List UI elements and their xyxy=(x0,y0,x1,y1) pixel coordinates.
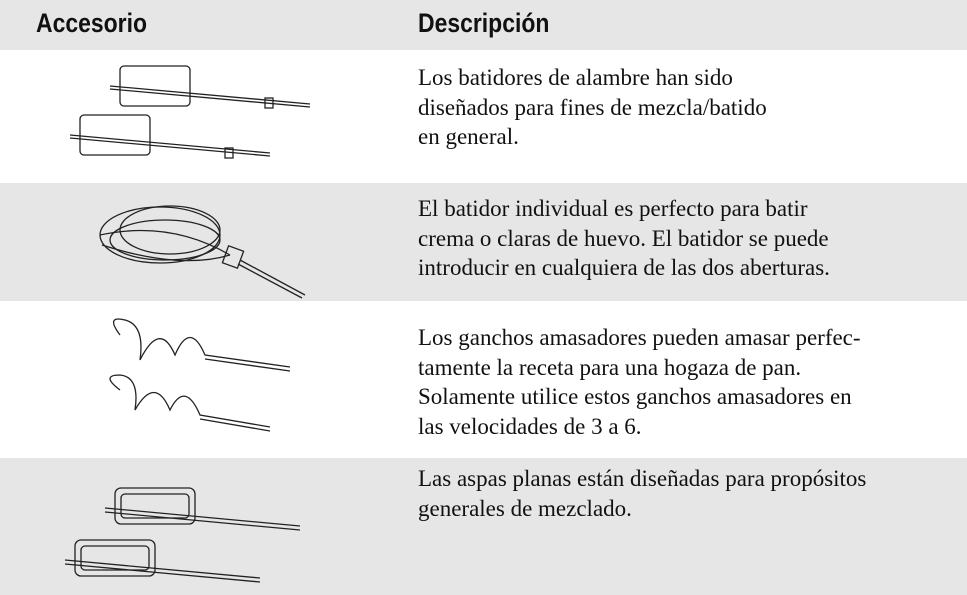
description-line: generales de mezclado. xyxy=(418,495,632,521)
row-band xyxy=(0,458,967,595)
whisk-icon xyxy=(99,205,306,299)
beaters-icon xyxy=(70,65,311,159)
description-line: las velocidades de 3 a 6. xyxy=(418,413,642,439)
description-line: introducir en cualquiera de las dos aber… xyxy=(418,255,830,280)
description-line: Las aspas planas están diseñadas para pr… xyxy=(418,466,867,491)
dough-hooks-icon xyxy=(109,318,291,432)
row-band xyxy=(0,183,967,301)
description-line: Los batidores de alambre han sido xyxy=(418,65,733,90)
header-cell: Accesorio xyxy=(36,8,147,38)
description-line: diseñados para fines de mezcla/batido xyxy=(418,94,767,120)
description-line: Los ganchos amasadores pueden amasar per… xyxy=(418,325,861,350)
description-line: El batidor individual es perfecto para b… xyxy=(418,196,808,221)
description-line: tamente la receta para una hogaza de pan… xyxy=(418,354,802,380)
description-line: en general. xyxy=(418,124,519,149)
description-line: Solamente utilice estos ganchos amasador… xyxy=(418,384,852,409)
header-band xyxy=(0,0,967,50)
header-cell: Descripción xyxy=(418,8,550,38)
flat-beaters-icon xyxy=(64,487,301,583)
description-line: crema o claras de huevo. El batidor se p… xyxy=(418,225,829,251)
